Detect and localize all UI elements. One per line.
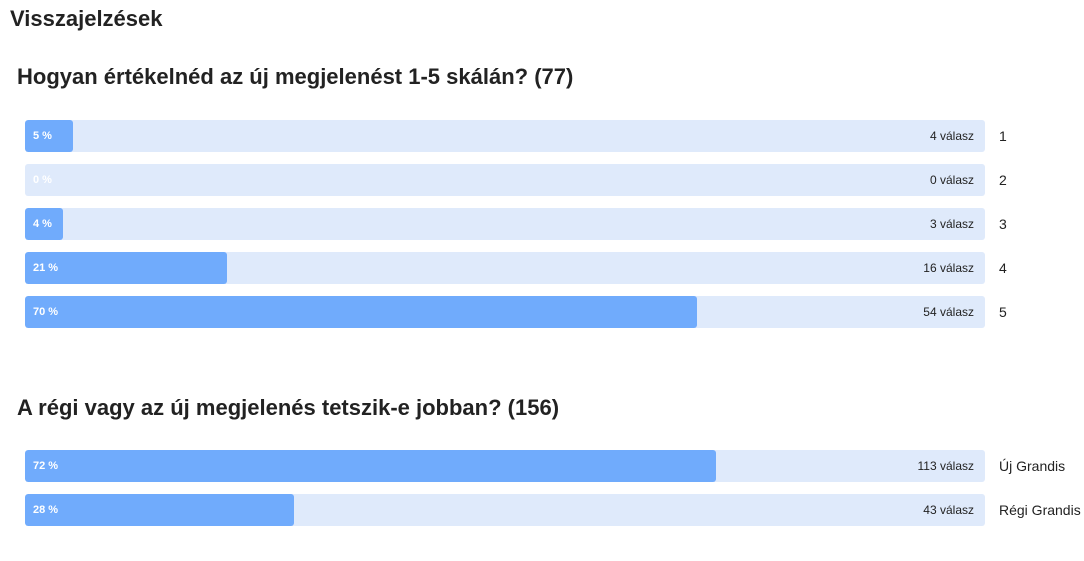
percent-label: 28 %	[33, 504, 59, 516]
count-label: 54 válasz	[923, 305, 974, 319]
option-label: 5	[999, 304, 1007, 320]
option-label: 2	[999, 172, 1007, 188]
poll-question: Hogyan értékelnéd az új megjelenést 1-5 …	[17, 64, 574, 89]
percent-label: 0 %	[33, 174, 52, 186]
poll-question: A régi vagy az új megjelenés tetszik-e j…	[17, 395, 560, 420]
count-label: 43 válasz	[923, 503, 974, 517]
page-title: Visszajelzések	[10, 6, 163, 31]
bar-track: 21 % 16 válasz	[25, 252, 985, 284]
percent-label: 4 %	[33, 218, 52, 230]
count-label: 16 válasz	[923, 261, 974, 275]
bar-track: 5 % 4 válasz	[25, 120, 985, 152]
count-label: 0 válasz	[929, 173, 974, 187]
option-label: Régi Grandis	[999, 502, 1081, 518]
bar-track: 72 % 113 válasz	[25, 450, 985, 482]
option-label: 3	[999, 216, 1007, 232]
count-label: 3 válasz	[929, 217, 974, 231]
count-label: 113 válasz	[917, 459, 974, 473]
option-label: 1	[999, 128, 1007, 144]
bar-fill	[25, 120, 73, 152]
bar-fill	[25, 208, 64, 240]
percent-label: 21 %	[33, 262, 59, 274]
percent-label: 72 %	[33, 460, 59, 472]
bar-fill	[25, 296, 697, 328]
option-label: 4	[999, 260, 1007, 276]
bar-track: 0 % 0 válasz	[25, 164, 985, 196]
bar-fill	[25, 494, 294, 526]
bar-track: 28 % 43 válasz	[25, 494, 985, 526]
percent-label: 5 %	[33, 130, 52, 142]
option-label: Új Grandis	[999, 458, 1066, 474]
count-label: 4 válasz	[929, 129, 974, 143]
bar-fill	[25, 450, 717, 482]
percent-label: 70 %	[33, 306, 59, 318]
bar-track: 70 % 54 válasz	[25, 296, 985, 328]
bar-fill	[25, 252, 227, 284]
bar-track: 4 % 3 válasz	[25, 208, 985, 240]
